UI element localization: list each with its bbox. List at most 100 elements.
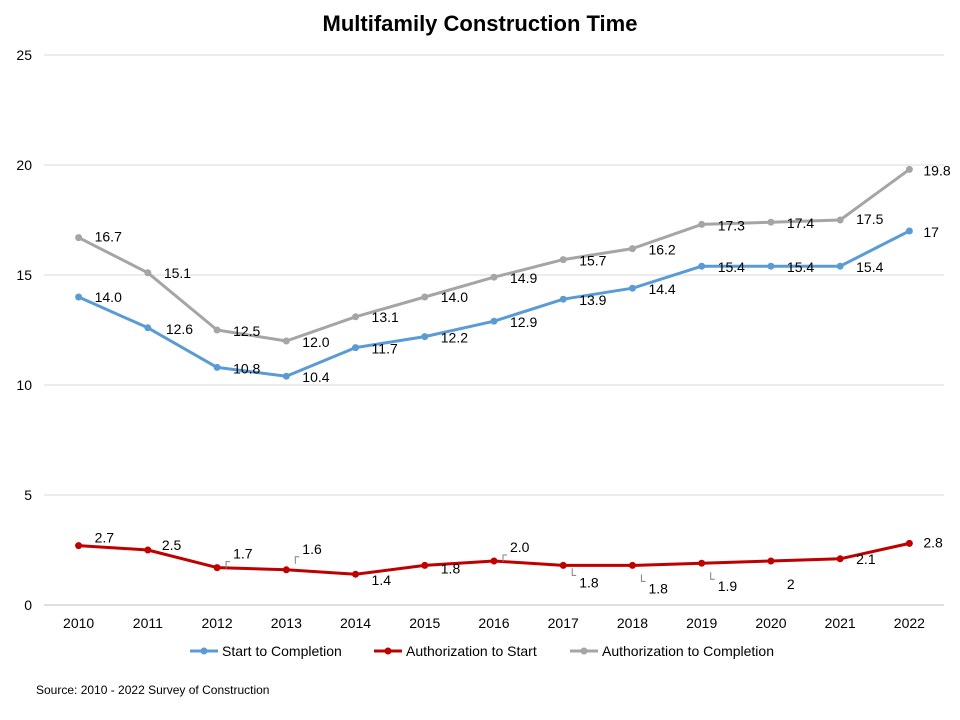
series-line (78, 229, 911, 378)
data-label: 15.4 (856, 259, 883, 275)
legend-marker (384, 647, 392, 655)
data-point (836, 262, 844, 270)
data-point (421, 333, 429, 341)
data-point (836, 555, 844, 563)
legend: Start to Completion Authorization to Star… (190, 643, 774, 659)
data-point (767, 262, 775, 270)
y-tick-label: 15 (16, 267, 32, 283)
x-tick-label: 2019 (686, 615, 717, 631)
data-point (282, 566, 290, 574)
data-label: 15.7 (579, 253, 606, 269)
chart-title: Multifamily Construction Time (322, 11, 638, 36)
data-label: 19.8 (923, 162, 950, 178)
data-label: 10.4 (302, 369, 329, 385)
data-point (75, 293, 83, 301)
data-point (698, 559, 706, 567)
legend-marker (200, 647, 208, 655)
data-point (698, 262, 706, 270)
label-leader (502, 554, 507, 562)
data-point (559, 295, 567, 303)
data-label: 17.3 (718, 217, 745, 233)
y-tick-label: 10 (16, 377, 32, 393)
data-point (905, 227, 913, 235)
data-label: 16.2 (648, 242, 675, 258)
data-point (144, 269, 152, 277)
data-point (213, 326, 221, 334)
data-label: 17 (923, 224, 939, 240)
data-label: 17.5 (856, 211, 883, 227)
data-label: 2 (787, 576, 795, 592)
data-label: 13.1 (372, 309, 399, 325)
data-point (144, 546, 152, 554)
data-label: 15.4 (787, 259, 814, 275)
y-tick-label: 5 (24, 487, 32, 503)
data-point (628, 245, 636, 253)
x-tick-label: 2014 (340, 615, 371, 631)
x-tick-label: 2012 (201, 615, 232, 631)
label-leader (571, 568, 577, 576)
data-label: 14.4 (648, 281, 675, 297)
data-point (282, 337, 290, 345)
y-axis: 0 5 10 15 20 25 (16, 47, 32, 613)
data-point (490, 317, 498, 325)
data-label: 1.8 (441, 560, 461, 576)
data-label: 1.9 (718, 578, 738, 594)
data-label: 1.6 (302, 541, 322, 557)
x-tick-label: 2021 (825, 615, 856, 631)
data-point (767, 557, 775, 565)
data-point (282, 372, 290, 380)
data-point (836, 216, 844, 224)
data-label: 1.8 (648, 580, 668, 596)
data-point (213, 363, 221, 371)
data-label: 14.9 (510, 270, 537, 286)
data-point (490, 557, 498, 565)
x-axis: 2010 2011 2012 2013 2014 2015 2016 2017 2018 2019… (63, 615, 925, 631)
data-label: 16.7 (95, 229, 122, 245)
data-label: 2.8 (923, 534, 943, 550)
legend-marker (580, 647, 588, 655)
data-label: 12.5 (233, 323, 260, 339)
data-label: 14.0 (441, 289, 468, 305)
data-label: 17.4 (787, 215, 814, 231)
data-point (767, 218, 775, 226)
series-line (77, 168, 911, 343)
data-point (698, 220, 706, 228)
data-label: 2.7 (95, 530, 115, 546)
y-tick-label: 0 (24, 597, 32, 613)
data-label: 12.0 (302, 334, 329, 350)
data-label: 12.9 (510, 314, 537, 330)
data-point (352, 344, 360, 352)
legend-label: Authorization to Start (406, 643, 537, 659)
x-tick-label: 2022 (894, 615, 925, 631)
data-point (628, 284, 636, 292)
data-label: 2.1 (856, 551, 876, 567)
data-label: 2.0 (510, 539, 530, 555)
legend-label: Start to Completion (222, 643, 342, 659)
data-label: 13.9 (579, 292, 606, 308)
data-label: 1.8 (579, 574, 599, 590)
data-label: 14.0 (95, 289, 122, 305)
label-leader (710, 572, 715, 580)
label-leader (640, 574, 646, 582)
data-point (75, 542, 83, 550)
y-tick-label: 25 (16, 47, 32, 63)
data-label: 15.1 (164, 265, 191, 281)
series-layer (75, 165, 913, 578)
data-point (490, 273, 498, 281)
data-point (144, 324, 152, 332)
data-point (421, 561, 429, 569)
x-tick-label: 2011 (133, 615, 163, 631)
data-point (905, 539, 913, 547)
data-label: 2.5 (162, 537, 182, 553)
y-tick-label: 20 (16, 157, 32, 173)
data-label: 15.4 (718, 259, 745, 275)
data-point (75, 234, 83, 242)
data-label: 12.6 (166, 321, 193, 337)
x-tick-label: 2018 (617, 615, 648, 631)
label-leader (294, 556, 300, 564)
data-label: 1.4 (372, 572, 392, 588)
data-point (421, 293, 429, 301)
data-point (352, 570, 360, 578)
data-point (559, 561, 567, 569)
